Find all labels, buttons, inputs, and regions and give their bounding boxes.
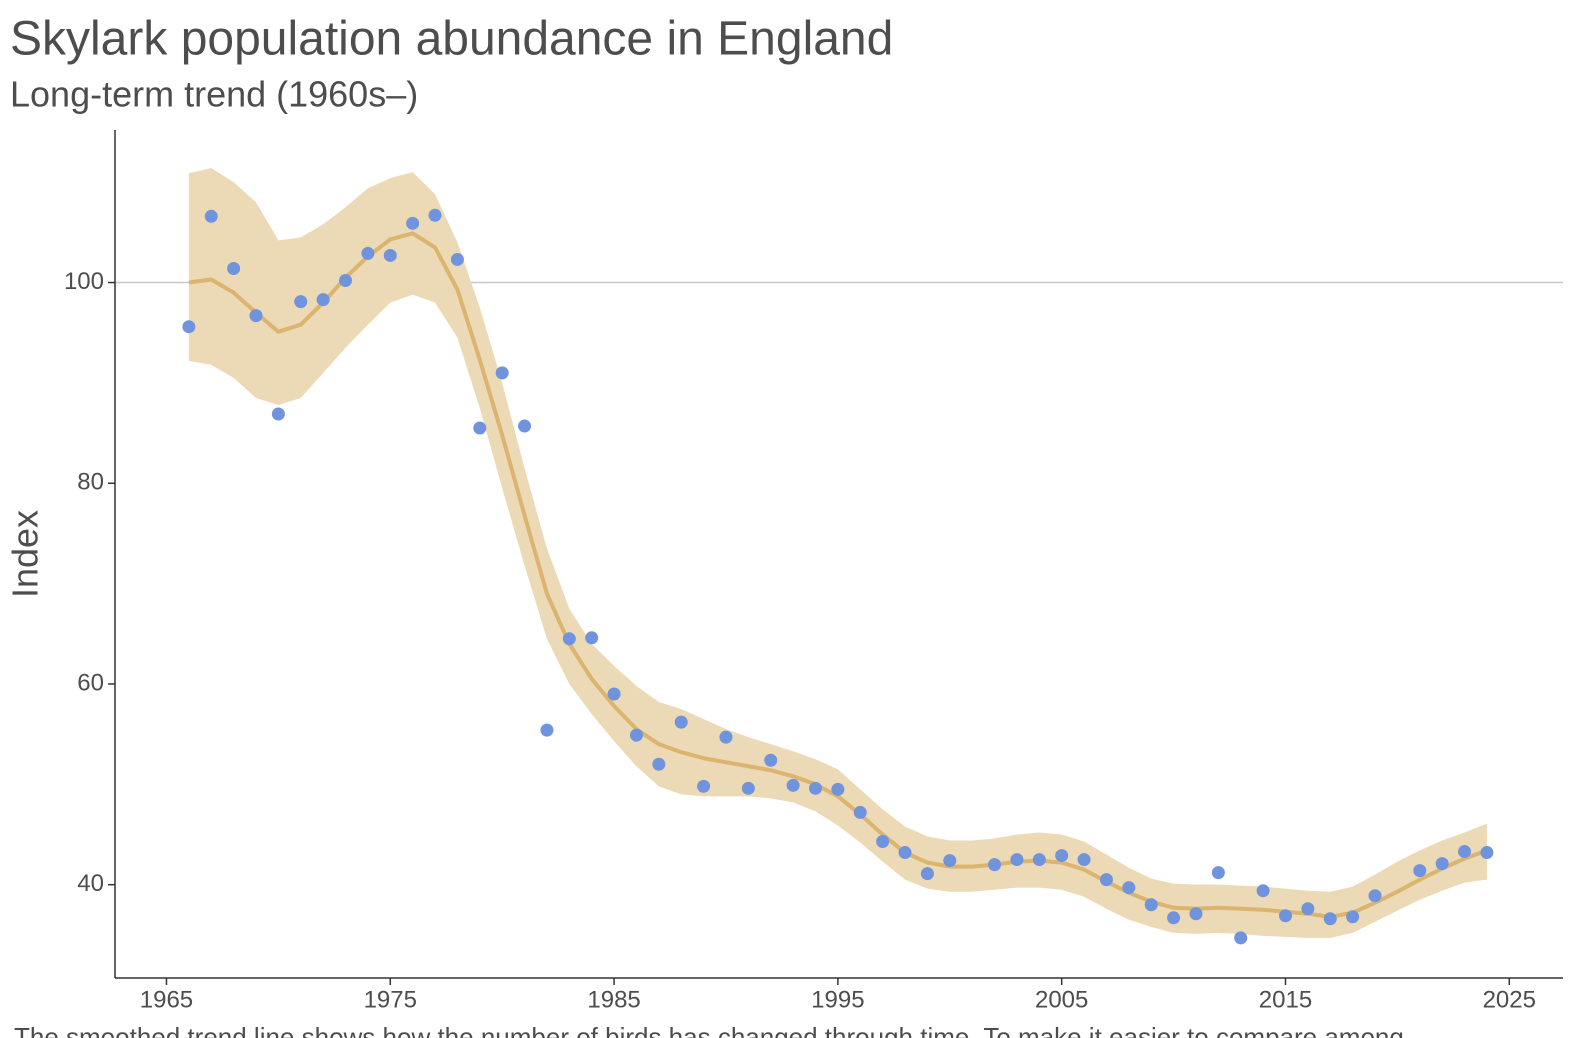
data-point — [249, 309, 263, 323]
data-point — [428, 208, 442, 222]
data-point — [1458, 845, 1472, 859]
data-point — [741, 781, 755, 795]
data-point — [339, 274, 353, 288]
data-point — [294, 295, 308, 309]
data-point — [1122, 881, 1136, 895]
data-point — [607, 687, 621, 701]
data-point — [518, 419, 532, 433]
x-tick-label: 1995 — [811, 986, 864, 1013]
data-point — [719, 730, 733, 744]
y-tick-label: 80 — [77, 469, 104, 496]
data-point — [1480, 846, 1494, 860]
data-point — [562, 632, 576, 646]
data-point — [764, 753, 778, 767]
data-point — [674, 715, 688, 729]
data-point — [1010, 853, 1024, 867]
data-point — [786, 778, 800, 792]
x-tick-label: 1975 — [364, 986, 417, 1013]
x-tick-label: 2025 — [1483, 986, 1536, 1013]
data-point — [1435, 857, 1449, 871]
y-tick-label: 60 — [77, 669, 104, 696]
caption: The smoothed trend line shows how the nu… — [14, 1022, 1404, 1038]
data-point — [473, 421, 487, 435]
data-point — [988, 858, 1002, 872]
x-tick-label: 1985 — [587, 986, 640, 1013]
data-point — [450, 252, 464, 266]
data-point — [920, 867, 934, 881]
x-tick-label: 1965 — [140, 986, 193, 1013]
data-point — [853, 805, 867, 819]
data-point — [540, 723, 554, 737]
data-point — [1099, 873, 1113, 887]
data-point — [1368, 889, 1382, 903]
y-tick-label: 40 — [77, 870, 104, 897]
data-point — [809, 781, 823, 795]
data-point — [831, 782, 845, 796]
data-point — [1301, 902, 1315, 916]
data-point — [1323, 912, 1337, 926]
data-point — [271, 407, 285, 421]
data-point — [943, 854, 957, 868]
data-point — [316, 293, 330, 307]
y-tick-label: 100 — [64, 268, 104, 295]
data-point — [361, 246, 375, 260]
data-point — [1278, 909, 1292, 923]
data-point — [1032, 853, 1046, 867]
data-point — [1234, 931, 1248, 945]
data-point — [1413, 864, 1427, 878]
data-point — [1167, 911, 1181, 925]
data-point — [585, 631, 599, 645]
data-point — [1055, 849, 1069, 863]
x-tick-label: 2015 — [1259, 986, 1312, 1013]
trend-line — [188, 231, 1488, 919]
x-tick-label: 2005 — [1035, 986, 1088, 1013]
data-point — [182, 320, 196, 334]
data-point — [876, 835, 890, 849]
data-point — [1256, 884, 1270, 898]
data-point — [204, 209, 218, 223]
data-point — [406, 216, 420, 230]
data-point — [1077, 853, 1091, 867]
data-point — [697, 779, 711, 793]
chart-subtitle: Long-term trend (1960s–) — [10, 74, 418, 115]
data-point — [495, 366, 509, 380]
chart-title: Skylark population abundance in England — [10, 13, 893, 66]
data-point — [1211, 866, 1225, 880]
data-point — [1144, 898, 1158, 912]
data-point — [1346, 910, 1360, 924]
data-point — [383, 248, 397, 262]
y-axis-label: Index — [5, 510, 46, 598]
data-point — [1189, 907, 1203, 921]
data-point — [652, 757, 666, 771]
data-point — [629, 728, 643, 742]
data-point — [898, 846, 912, 860]
confidence-band — [188, 168, 1487, 938]
data-point — [227, 261, 241, 275]
